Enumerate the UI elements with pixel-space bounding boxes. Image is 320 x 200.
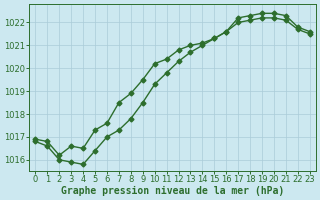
X-axis label: Graphe pression niveau de la mer (hPa): Graphe pression niveau de la mer (hPa) — [61, 186, 284, 196]
